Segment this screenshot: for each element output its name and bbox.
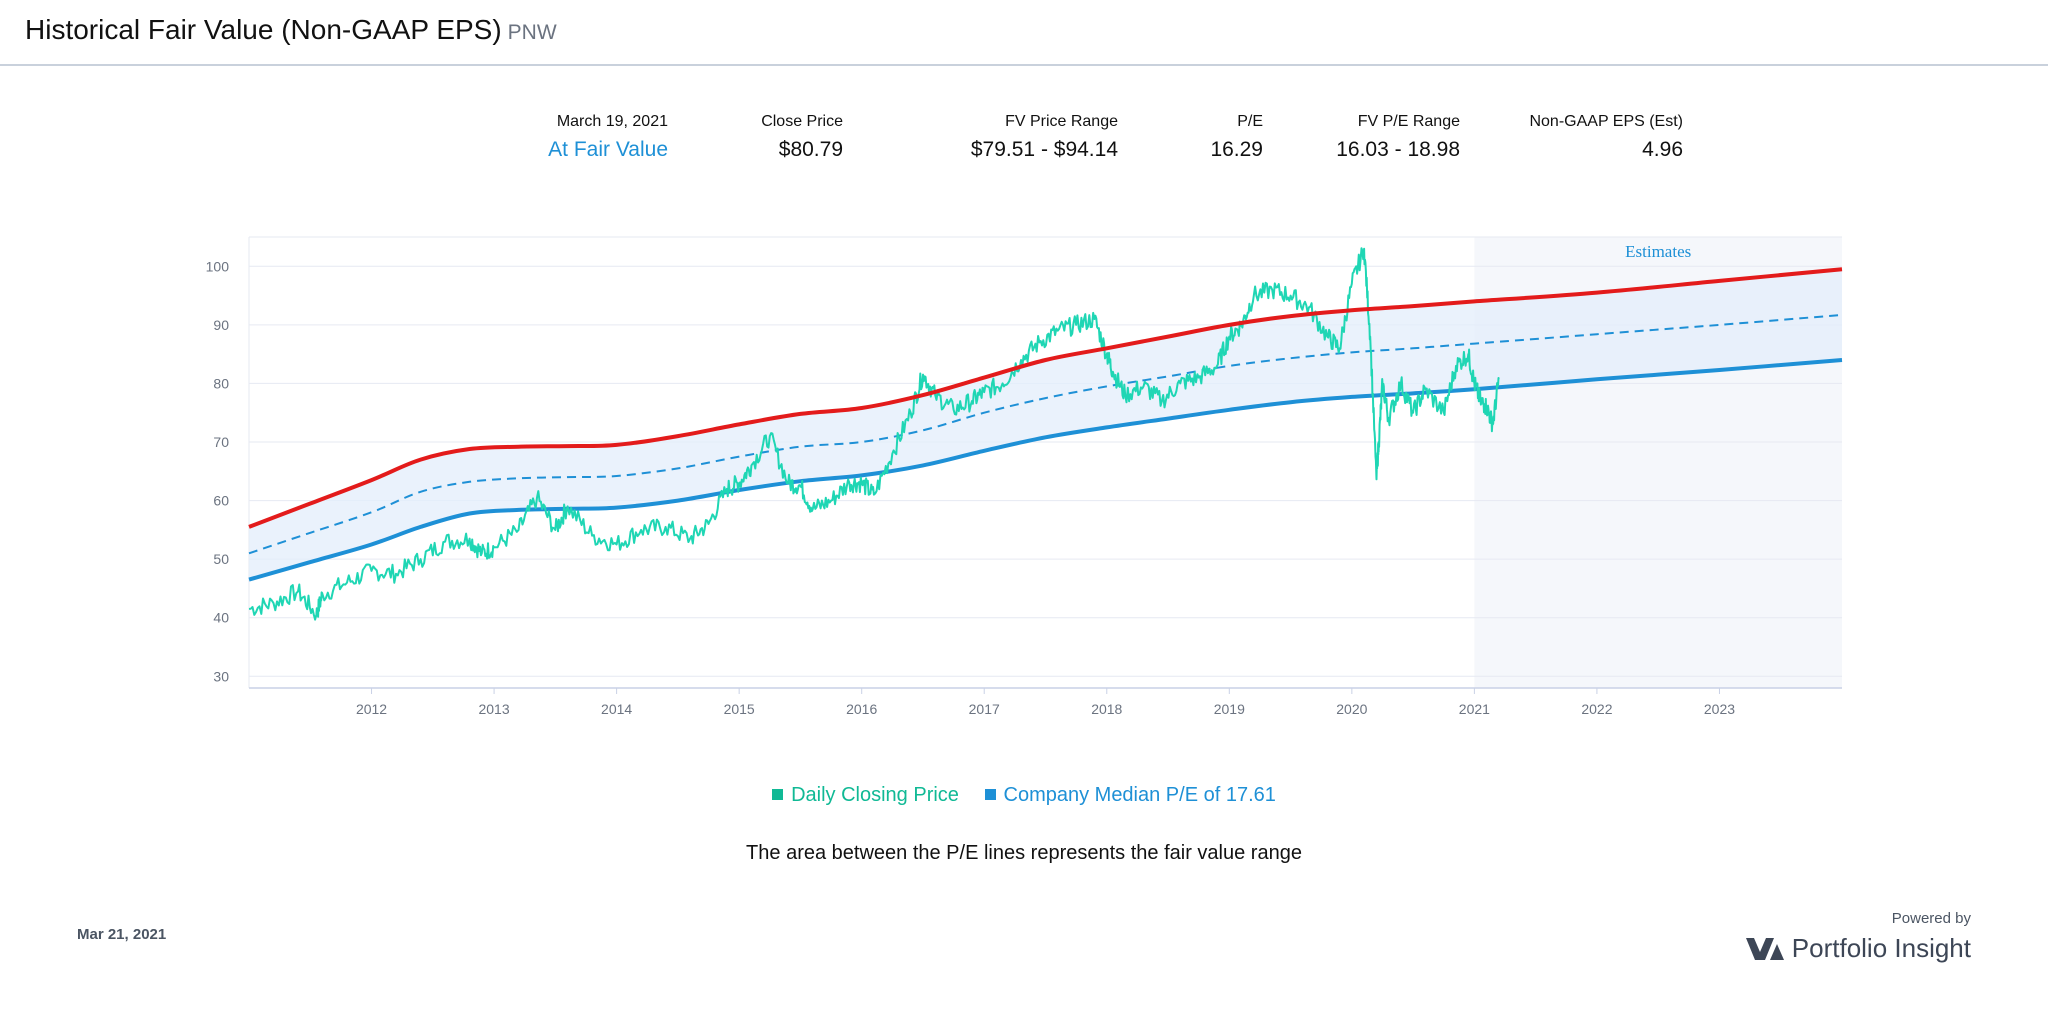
stat-date: March 19, 2021 At Fair Value	[548, 113, 668, 162]
x-tick-label-2023: 2023	[1704, 701, 1735, 717]
header-divider	[0, 64, 2048, 66]
legend-item-median-pe[interactable]: Company Median P/E of 17.61	[984, 784, 1276, 807]
x-tick-label-2014: 2014	[601, 701, 632, 717]
x-tick-label-2022: 2022	[1581, 701, 1612, 717]
x-tick-label-2016: 2016	[846, 701, 877, 717]
powered-by[interactable]: Powered by Portfolio Insight	[1745, 910, 1971, 964]
legend-swatch-price	[772, 789, 784, 800]
chart-title: Historical Fair Value (Non-GAAP EPS)	[25, 14, 502, 45]
stat-fv-price-range: FV Price Range $79.51 - $94.14	[971, 113, 1118, 162]
chart-note: The area between the P/E lines represent…	[746, 842, 1302, 864]
fair-value-chart: Estimates 30 40 50 60 70 80 90 100 2012 2013 2014 2…	[206, 236, 1843, 717]
stat-close-price: Close Price $80.79	[761, 113, 843, 162]
y-tick-label-30: 30	[213, 668, 229, 684]
page-title: Historical Fair Value (Non-GAAP EPS) PNW	[25, 14, 557, 46]
y-tick-label-80: 80	[213, 375, 229, 391]
median-pe-line	[248, 313, 1843, 555]
fv-price-range-label: FV Price Range	[1005, 113, 1118, 130]
chart-grid	[248, 236, 1842, 688]
y-tick-label-90: 90	[213, 317, 229, 333]
stat-pe: P/E 16.29	[1210, 113, 1263, 162]
pe-label: P/E	[1237, 113, 1263, 130]
stat-date-label: March 19, 2021	[556, 113, 668, 130]
chart-axes: 30 40 50 60 70 80 90 100 2012 2013 2014 2015 2016 201…	[206, 258, 1842, 717]
daily-closing-price-line	[248, 247, 1500, 621]
close-price-label: Close Price	[761, 113, 843, 130]
ticker-symbol: PNW	[507, 21, 557, 44]
fv-pe-range-value: 16.03 - 18.98	[1336, 138, 1460, 161]
x-tick-label-2017: 2017	[969, 701, 1000, 717]
y-tick-label-60: 60	[213, 493, 229, 509]
fair-value-status: At Fair Value	[548, 138, 668, 161]
x-tick-label-2015: 2015	[724, 701, 755, 717]
brand-name: Portfolio Insight	[1791, 933, 1971, 963]
y-tick-label-40: 40	[213, 610, 229, 626]
close-price-value: $80.79	[778, 138, 843, 161]
y-tick-label-50: 50	[213, 551, 229, 567]
x-tick-label-2012: 2012	[356, 701, 387, 717]
pe-value: 16.29	[1210, 138, 1263, 161]
chart-series	[248, 247, 1843, 621]
eps-value: 4.96	[1642, 138, 1683, 161]
x-tick-label-2018: 2018	[1091, 701, 1122, 717]
y-tick-label-70: 70	[213, 434, 229, 450]
stat-fv-pe-range: FV P/E Range 16.03 - 18.98	[1336, 113, 1460, 162]
x-tick-label-2013: 2013	[478, 701, 509, 717]
fv-price-range-value: $79.51 - $94.14	[970, 138, 1118, 161]
report-date: Mar 21, 2021	[77, 926, 167, 943]
legend-label-median-pe: Company Median P/E of 17.61	[1003, 784, 1276, 806]
legend-item-price[interactable]: Daily Closing Price	[772, 784, 959, 807]
portfolio-insight-logo-icon	[1745, 937, 1784, 960]
fv-pe-range-label: FV P/E Range	[1357, 113, 1460, 130]
eps-label: Non-GAAP EPS (Est)	[1529, 113, 1683, 130]
upper-pe-line	[248, 267, 1843, 529]
legend-label-price: Daily Closing Price	[791, 784, 959, 806]
x-tick-label-2020: 2020	[1336, 701, 1367, 717]
brand-logo: Portfolio Insight	[1745, 933, 1971, 964]
stat-eps: Non-GAAP EPS (Est) 4.96	[1529, 113, 1683, 162]
estimates-label: Estimates	[1625, 242, 1691, 261]
chart-legend: Daily Closing Price Company Median P/E o…	[0, 784, 2048, 807]
x-tick-label-2021: 2021	[1459, 701, 1490, 717]
y-tick-label-100: 100	[206, 258, 230, 274]
x-tick-label-2019: 2019	[1214, 701, 1245, 717]
powered-by-label: Powered by	[1891, 910, 1971, 927]
legend-swatch-median-pe	[984, 789, 996, 800]
